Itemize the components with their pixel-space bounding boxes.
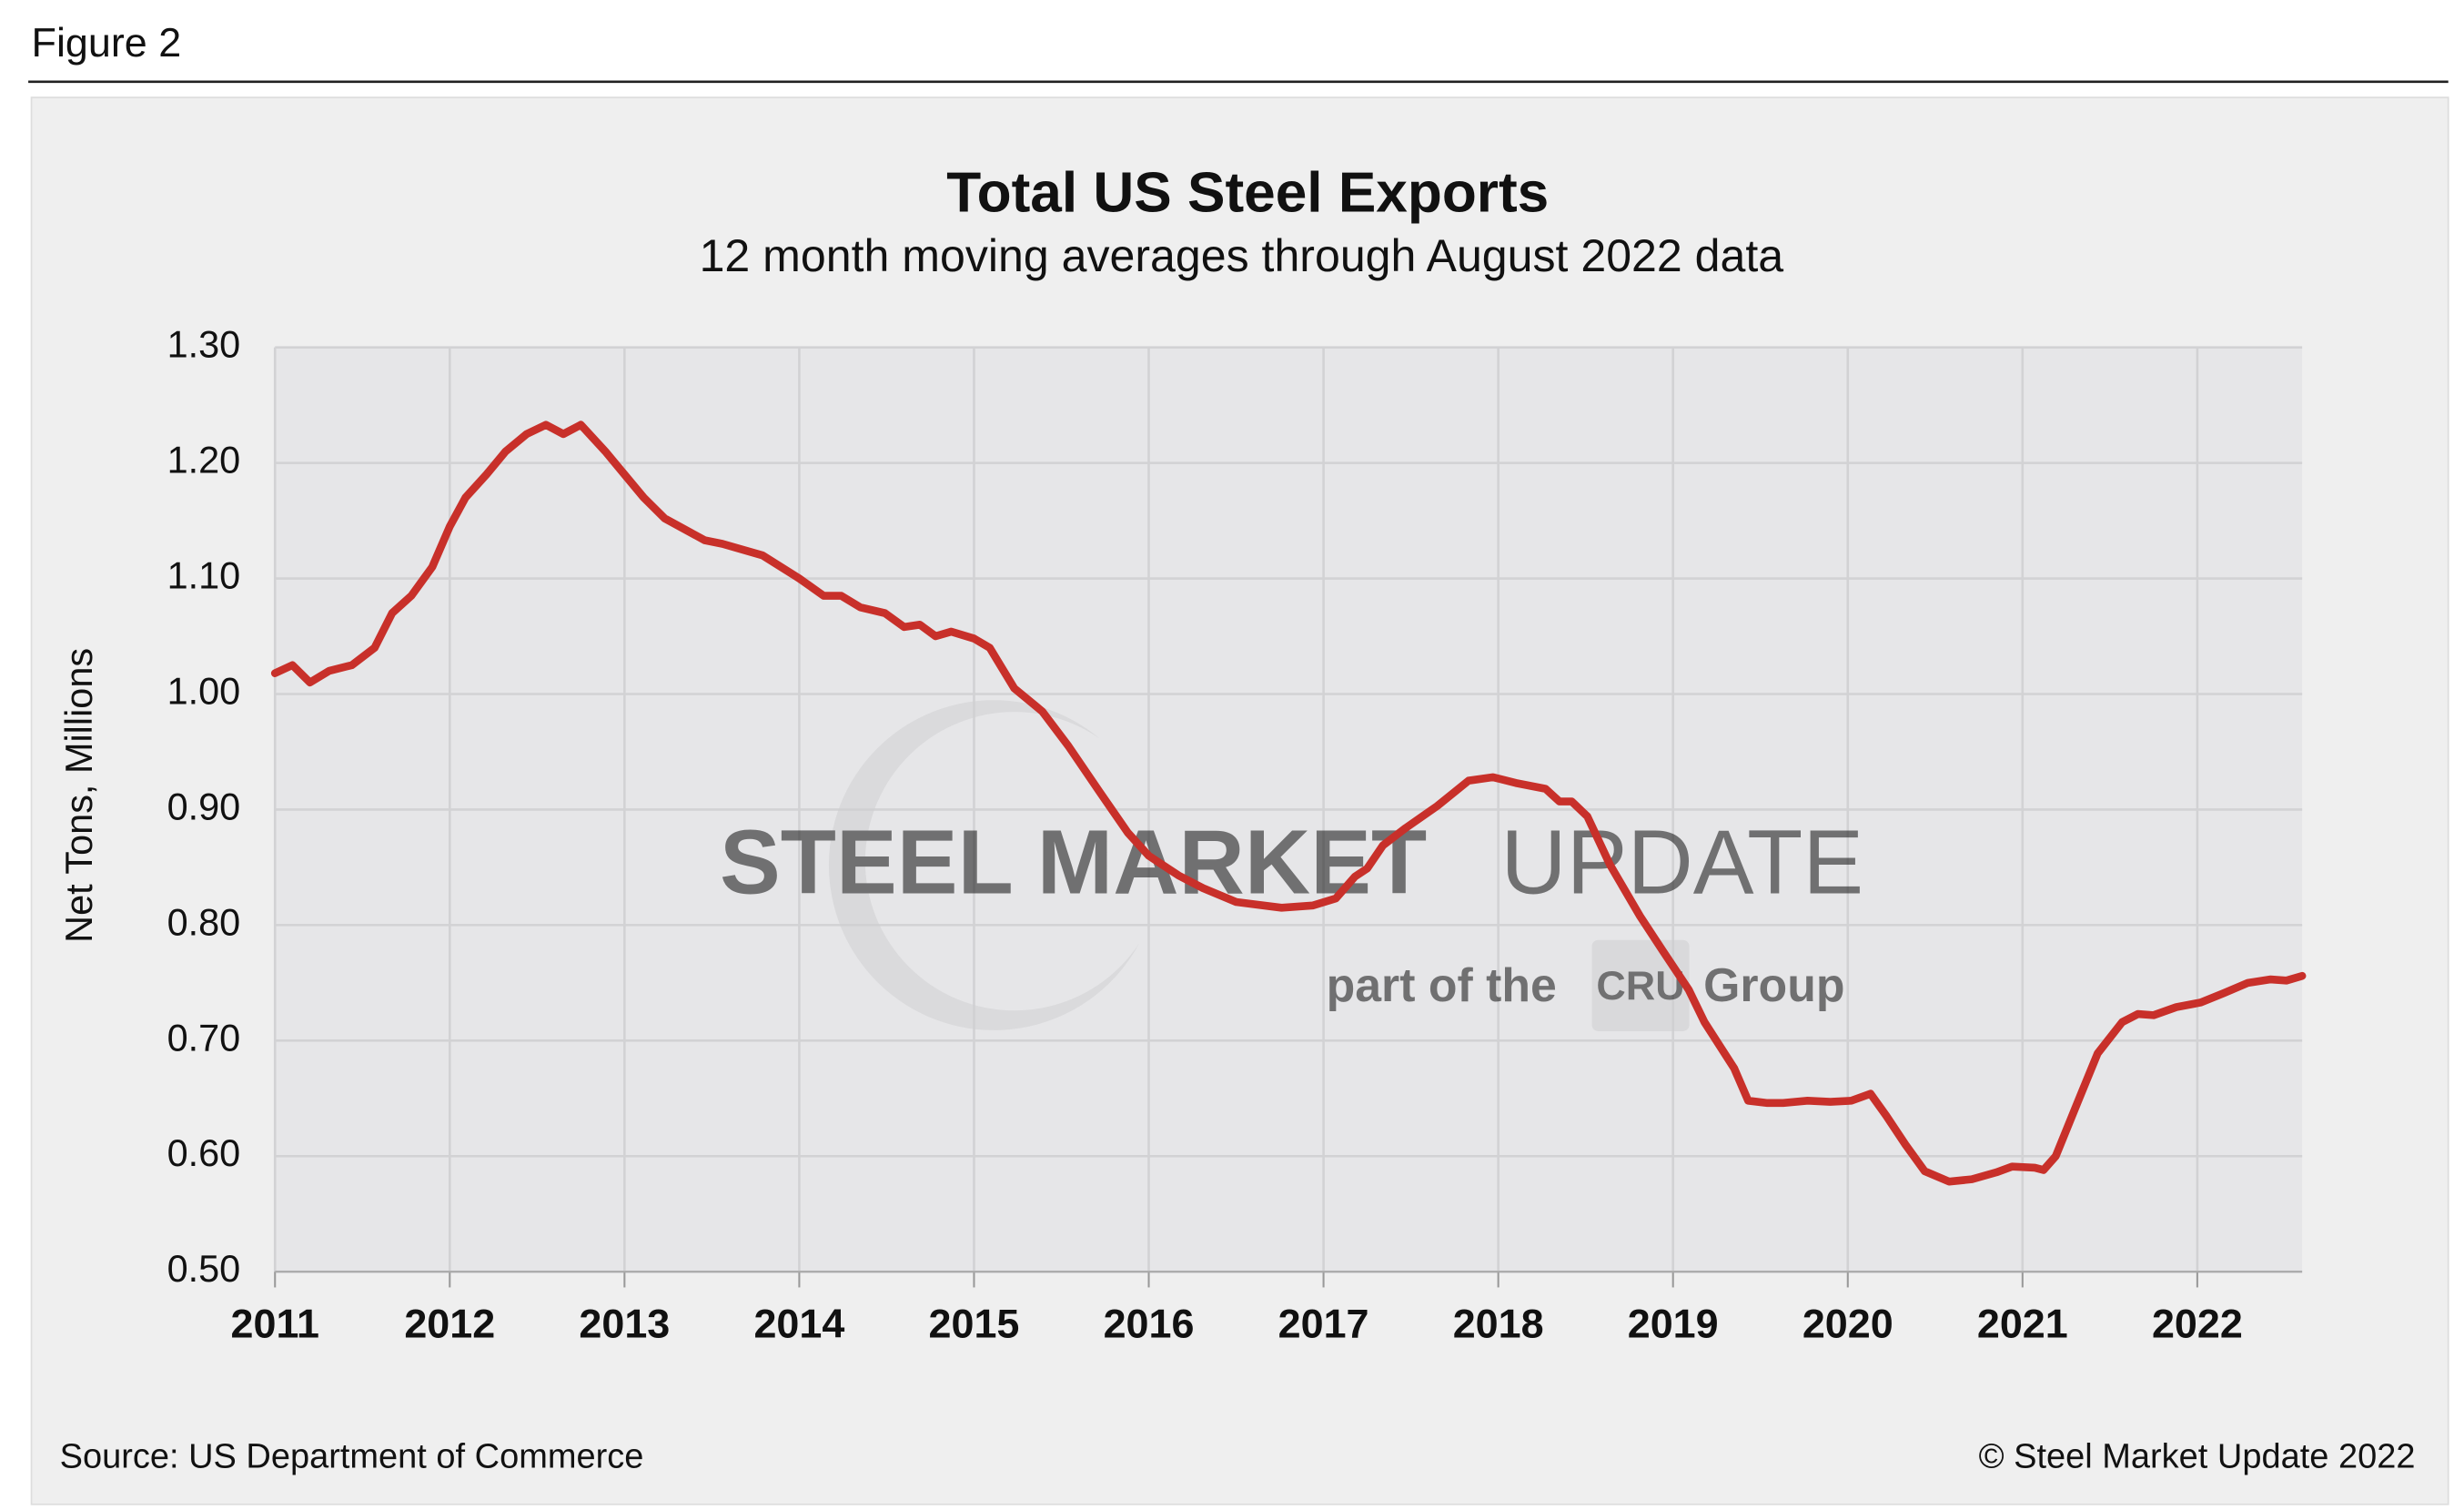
y-tick-label: 0.80 — [167, 900, 241, 943]
data-line — [270, 421, 2307, 1186]
y-tick-label: 0.50 — [167, 1247, 241, 1290]
y-tick-label: 0.90 — [167, 785, 241, 827]
x-tick-label: 2019 — [1628, 1300, 1719, 1346]
y-tick-label: 1.00 — [167, 669, 241, 712]
x-tick-label: 2018 — [1453, 1300, 1544, 1346]
y-tick-label: 0.70 — [167, 1016, 241, 1059]
x-tick-label: 2016 — [1104, 1300, 1195, 1346]
watermark-brand: STEEL MARKET — [720, 812, 1427, 914]
source-note: Source: US Department of Commerce — [60, 1438, 644, 1476]
watermark-tagline: part of the — [1327, 958, 1557, 1011]
chart-title: Total US Steel Exports — [946, 161, 1549, 224]
x-tick-label: 2020 — [1803, 1300, 1893, 1346]
x-tick-label: 2022 — [2152, 1300, 2243, 1346]
x-tick-label: 2011 — [231, 1300, 319, 1346]
x-tick-label: 2012 — [404, 1300, 495, 1346]
watermark: STEEL MARKET UPDATE part of the CRU Grou… — [720, 700, 1863, 1031]
watermark-logo-box — [1591, 939, 1690, 1031]
x-tick-label: 2017 — [1278, 1300, 1369, 1346]
x-tick-label: 2021 — [1977, 1300, 2068, 1346]
chart-subtitle: 12 month moving averages through August … — [700, 230, 1784, 281]
figure-label: Figure 2 — [32, 19, 182, 66]
x-tick-label: 2015 — [929, 1300, 1020, 1346]
x-tick-label: 2014 — [753, 1300, 844, 1346]
y-tick-label: 0.60 — [167, 1131, 241, 1174]
x-tick-label: 2013 — [579, 1300, 670, 1346]
watermark-brand-light: UPDATE — [1500, 812, 1863, 914]
y-tick-label: 1.20 — [167, 439, 241, 481]
y-tick-label: 1.30 — [167, 323, 241, 366]
credit-note: © Steel Market Update 2022 — [1979, 1438, 2416, 1476]
y-tick-label: 1.10 — [167, 554, 241, 597]
watermark-tagline-end: Group — [1703, 958, 1844, 1011]
watermark-logo: CRU — [1596, 962, 1684, 1008]
y-axis-label: Net Tons, Millions — [57, 648, 100, 943]
